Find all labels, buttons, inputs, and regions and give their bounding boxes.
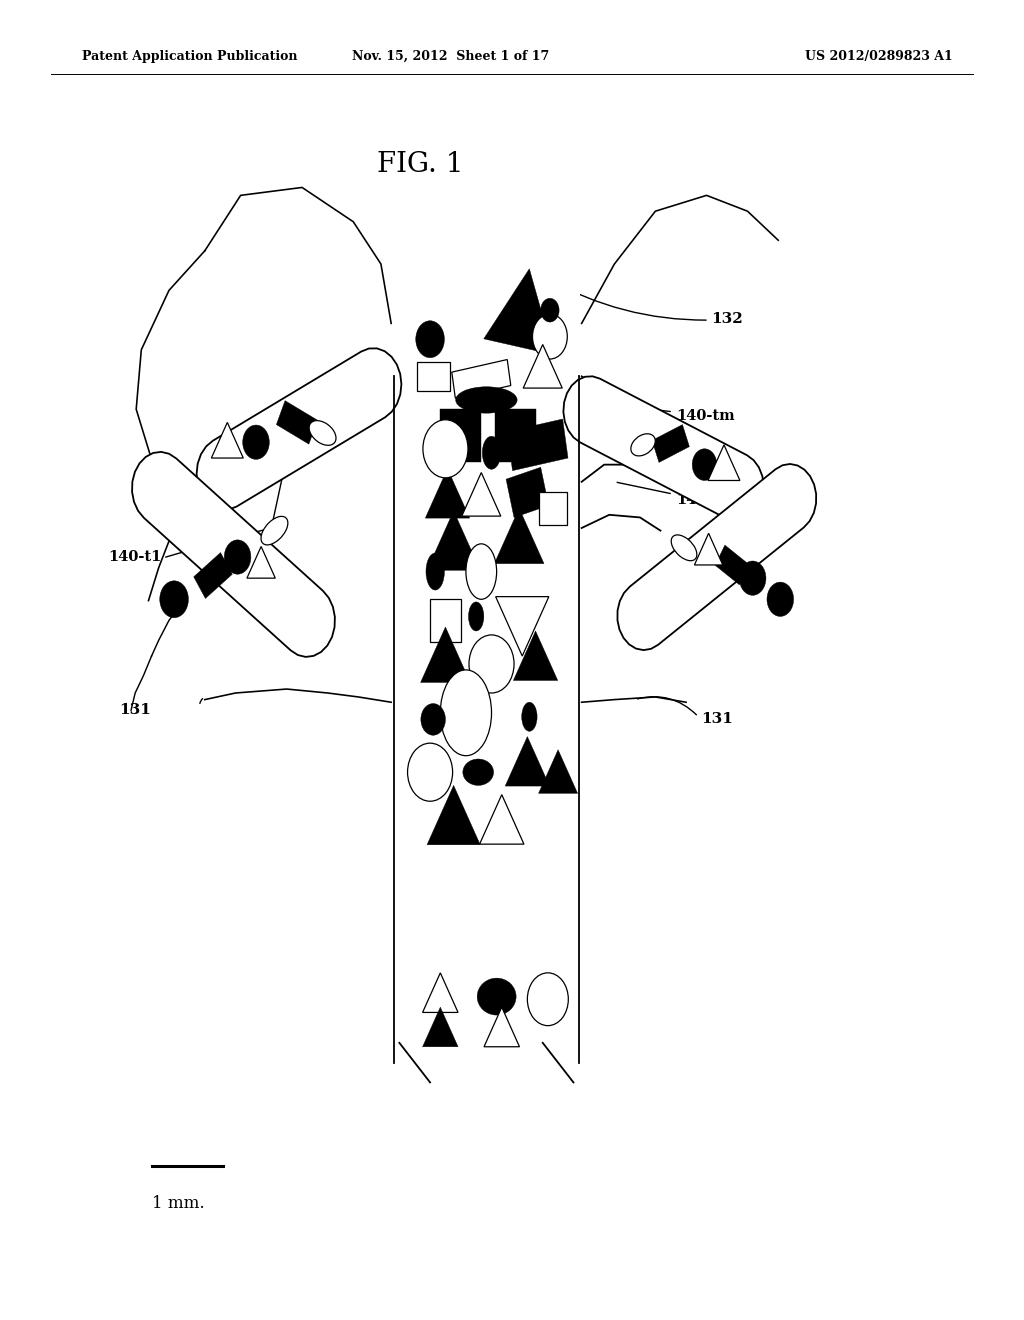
Polygon shape	[452, 359, 511, 399]
Ellipse shape	[671, 535, 697, 561]
Ellipse shape	[456, 387, 517, 413]
Polygon shape	[211, 422, 244, 458]
Bar	[393, 260, 580, 379]
Text: 131: 131	[701, 713, 733, 726]
Ellipse shape	[468, 602, 483, 631]
Circle shape	[692, 449, 717, 480]
Text: Nov. 15, 2012  Sheet 1 of 17: Nov. 15, 2012 Sheet 1 of 17	[352, 50, 549, 63]
Polygon shape	[708, 445, 740, 480]
Circle shape	[408, 743, 453, 801]
Polygon shape	[495, 508, 544, 564]
Text: 140-t1: 140-t1	[109, 550, 162, 564]
Ellipse shape	[482, 437, 501, 470]
Circle shape	[243, 425, 269, 459]
Circle shape	[527, 973, 568, 1026]
Polygon shape	[507, 418, 568, 471]
Circle shape	[421, 704, 445, 735]
Circle shape	[739, 561, 766, 595]
Polygon shape	[495, 409, 536, 462]
Text: Patent Application Publication: Patent Application Publication	[82, 50, 297, 63]
Polygon shape	[496, 597, 549, 656]
Polygon shape	[421, 627, 470, 682]
Polygon shape	[506, 467, 549, 517]
Bar	[394, 376, 579, 1063]
Text: US 2012/0289823 A1: US 2012/0289823 A1	[805, 50, 952, 63]
Polygon shape	[247, 546, 275, 578]
Ellipse shape	[477, 978, 516, 1015]
Text: 1 mm.: 1 mm.	[152, 1195, 204, 1212]
Circle shape	[224, 540, 251, 574]
Polygon shape	[440, 409, 481, 462]
Polygon shape	[430, 599, 461, 642]
Polygon shape	[423, 973, 458, 1012]
Text: 131: 131	[120, 704, 152, 717]
Polygon shape	[539, 492, 567, 524]
Text: 132: 132	[547, 279, 743, 326]
Polygon shape	[425, 469, 470, 519]
Polygon shape	[563, 376, 764, 521]
Circle shape	[532, 314, 567, 359]
Polygon shape	[484, 1007, 519, 1047]
Polygon shape	[427, 785, 480, 845]
Polygon shape	[539, 750, 578, 793]
Polygon shape	[423, 1007, 458, 1047]
Polygon shape	[417, 362, 450, 391]
Polygon shape	[505, 737, 550, 787]
Polygon shape	[483, 269, 554, 355]
Ellipse shape	[631, 434, 655, 455]
Polygon shape	[479, 795, 524, 845]
Polygon shape	[132, 451, 335, 657]
Ellipse shape	[426, 553, 444, 590]
Text: FIG. 1: FIG. 1	[377, 152, 463, 178]
Ellipse shape	[463, 759, 494, 785]
Circle shape	[416, 321, 444, 358]
Polygon shape	[427, 511, 480, 570]
Ellipse shape	[466, 544, 497, 599]
Polygon shape	[617, 463, 816, 651]
Polygon shape	[276, 401, 317, 444]
Circle shape	[469, 635, 514, 693]
Ellipse shape	[309, 421, 336, 445]
Ellipse shape	[522, 702, 537, 731]
Polygon shape	[462, 473, 501, 516]
Circle shape	[160, 581, 188, 618]
Polygon shape	[523, 345, 562, 388]
Polygon shape	[194, 553, 232, 598]
Circle shape	[423, 420, 468, 478]
Polygon shape	[197, 348, 401, 510]
Text: 140-t2: 140-t2	[617, 482, 729, 507]
Ellipse shape	[261, 516, 288, 545]
Circle shape	[767, 582, 794, 616]
Ellipse shape	[394, 264, 579, 488]
Polygon shape	[652, 425, 689, 462]
Polygon shape	[694, 533, 723, 565]
Ellipse shape	[440, 671, 492, 755]
Polygon shape	[513, 631, 558, 681]
Circle shape	[541, 298, 559, 322]
Text: 140-tm: 140-tm	[546, 396, 734, 422]
Polygon shape	[715, 545, 750, 585]
